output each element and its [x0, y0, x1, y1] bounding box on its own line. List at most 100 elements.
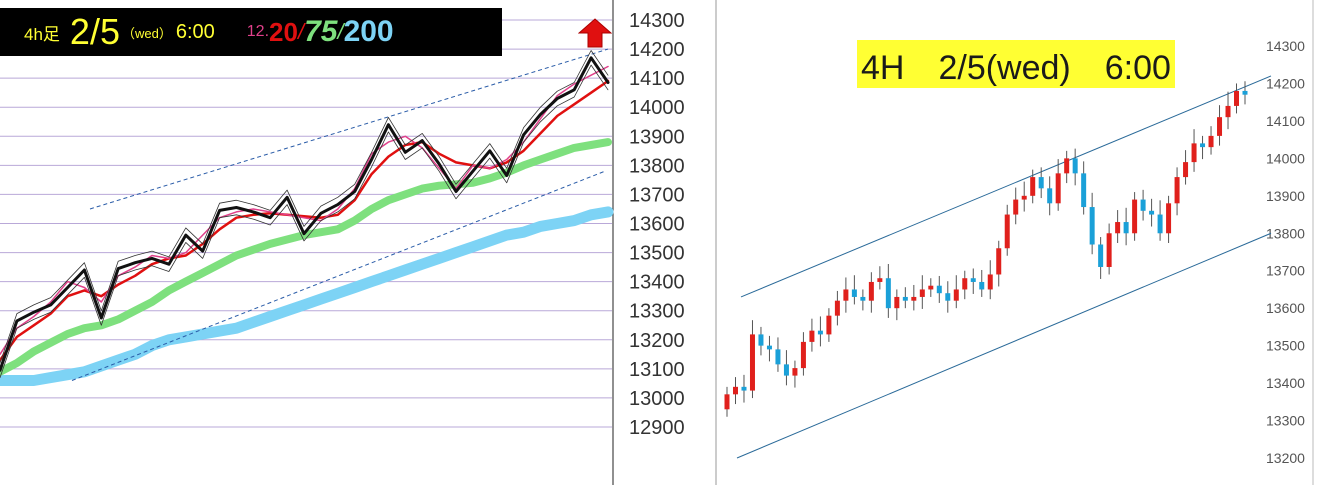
ma12-label: 12 — [246, 23, 265, 40]
ma75-label: 75 — [304, 15, 338, 48]
candle-body — [809, 330, 815, 342]
y-tick-label: 14300 — [1266, 38, 1305, 54]
sep-2: / — [337, 19, 344, 44]
candle-body — [902, 296, 908, 301]
candle-body — [1013, 199, 1019, 215]
candle-body — [1191, 143, 1197, 163]
date-label: 2/5 — [69, 11, 120, 52]
y-tick-label: 14100 — [629, 68, 685, 90]
y-tick-label: 14300 — [629, 10, 685, 32]
candle-body — [987, 274, 993, 290]
y-tick-label: 13900 — [629, 126, 685, 148]
candle-body — [885, 278, 891, 309]
y-tick-label: 13200 — [629, 330, 685, 352]
channel-lower — [71, 170, 606, 381]
ma-dot-label: . — [264, 23, 270, 40]
candle-body — [928, 285, 934, 290]
candle-body — [792, 368, 798, 376]
candle-body — [911, 296, 917, 301]
y-tick-label: 13900 — [1266, 188, 1305, 204]
ma20-line — [0, 79, 610, 362]
candle-body — [851, 289, 857, 297]
y-tick-label: 13600 — [629, 214, 685, 236]
candle-body — [1004, 214, 1010, 249]
y-tick-label: 13400 — [1266, 375, 1305, 391]
price-band-lower — [0, 64, 609, 378]
candle-body — [1217, 117, 1223, 136]
y-tick-label: 13300 — [629, 301, 685, 323]
time-label: 6:00 — [175, 20, 215, 43]
y-tick-label: 13600 — [1266, 300, 1305, 316]
price-line — [0, 56, 610, 372]
ma12-line — [0, 65, 609, 356]
candle-body — [962, 278, 968, 290]
y-tick-label: 14000 — [1266, 150, 1305, 166]
candle-body — [1081, 173, 1087, 208]
ma75-line — [0, 138, 612, 376]
candle-body — [800, 341, 806, 369]
y-tick-label: 13700 — [629, 184, 685, 206]
candle-body — [1208, 135, 1214, 148]
y-tick-label: 13100 — [629, 359, 685, 381]
y-tick-label: 14200 — [1266, 75, 1305, 91]
candle-body — [1140, 199, 1146, 211]
candle-body — [1183, 162, 1189, 178]
ma200-label: 200 — [343, 15, 394, 48]
candle-body — [1157, 214, 1163, 234]
candle-body — [834, 300, 840, 316]
y-tick-label: 14100 — [1266, 113, 1305, 129]
candle-body — [1123, 222, 1129, 234]
right-title: 4H 2/5(wed) 6:00 — [857, 40, 1175, 88]
candle-body — [817, 330, 823, 335]
channel-upper — [740, 75, 1272, 298]
candle-body — [979, 281, 985, 290]
right-candlestick-chart: 14300 14200 14100 14000 13900 13800 13700 13600… — [715, 0, 1314, 485]
candle-body — [1115, 222, 1121, 234]
y-tick-label: 13500 — [629, 243, 685, 265]
y-tick-label: 13800 — [1266, 225, 1305, 241]
candle-body — [1038, 177, 1044, 189]
left-header: 4h足 2/5 （wed） 6:00 12 . 20 / 75 / 200 — [0, 8, 502, 56]
candle-body — [783, 364, 789, 376]
ma200-line — [0, 206, 614, 386]
channel-upper — [89, 48, 609, 210]
candle-body — [860, 296, 866, 301]
y-tick-label: 13800 — [629, 155, 685, 177]
candle-body — [970, 278, 976, 282]
y-tick-label: 13700 — [1266, 263, 1305, 279]
candle-body — [868, 281, 874, 301]
candle-body — [1021, 195, 1027, 200]
candle-body — [1234, 90, 1240, 106]
left-chart-panel: 14300 14200 14100 14000 13900 13800 13700 13600… — [0, 0, 685, 485]
candle-body — [1225, 105, 1231, 118]
candle-body — [732, 386, 738, 395]
right-title-text: 4H 2/5(wed) 6:00 — [861, 48, 1171, 87]
price-band-upper — [0, 50, 609, 364]
candle-body — [1047, 188, 1053, 204]
candle-body — [741, 386, 747, 391]
candle-body — [758, 334, 764, 346]
candle-body — [1030, 177, 1036, 196]
candle-body — [1064, 158, 1070, 174]
left-line-chart: 14300 14200 14100 14000 13900 13800 13700 13600… — [0, 0, 685, 485]
sep-1: / — [297, 19, 305, 44]
right-chart-panel: 14300 14200 14100 14000 13900 13800 13700 13600… — [715, 0, 1321, 485]
candle-body — [936, 285, 942, 294]
candle-body — [945, 293, 951, 301]
candle-body — [1132, 199, 1138, 234]
candle-body — [1055, 173, 1061, 204]
candle-body — [826, 315, 832, 335]
candle-body — [1200, 143, 1206, 148]
candle-body — [919, 289, 925, 297]
y-tick-label: 13500 — [1266, 338, 1305, 354]
weekday-label: （wed） — [121, 25, 172, 41]
up-arrow-icon — [578, 18, 612, 48]
candle-body — [996, 248, 1002, 275]
candle-body — [1242, 90, 1248, 95]
ma20-label: 20 — [269, 16, 298, 47]
candle-body — [1149, 210, 1155, 215]
timeframe-label: 4h足 — [24, 24, 60, 44]
candle-body — [749, 334, 755, 391]
candle-body — [894, 296, 900, 309]
y-tick-label: 14200 — [629, 39, 685, 61]
